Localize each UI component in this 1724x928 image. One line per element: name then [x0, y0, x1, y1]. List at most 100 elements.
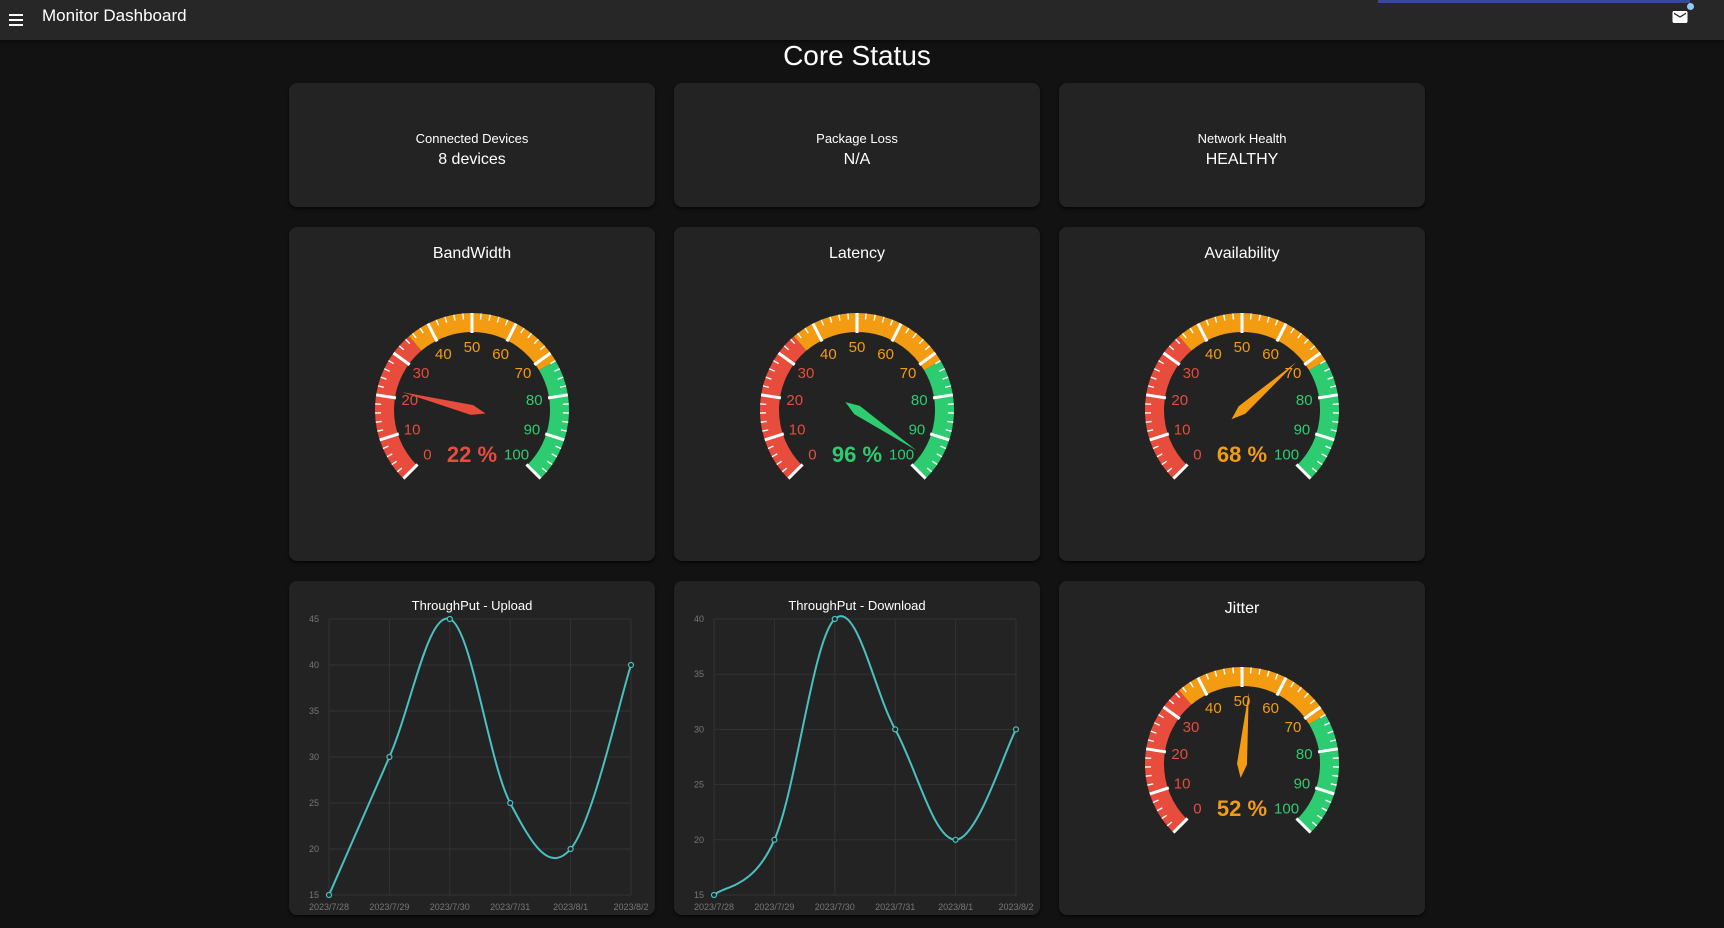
data-point[interactable] [831, 615, 838, 623]
gauge-minor-tick [765, 376, 772, 380]
gauge-minor-tick [939, 368, 946, 372]
data-point[interactable] [627, 661, 635, 669]
gauge-minor-tick [1330, 429, 1337, 432]
gauge-major-tick [533, 351, 552, 366]
gauge-major-tick [1196, 322, 1209, 343]
gauge-minor-tick [1156, 453, 1163, 458]
data-point[interactable] [446, 615, 453, 623]
availability-card: Availability 0 10 20 30 40 50 60 70 80 90 100 68 % [1059, 227, 1425, 561]
gauge-minor-tick [1168, 345, 1175, 351]
gauge-title: BandWidth [432, 245, 512, 262]
data-point[interactable] [710, 891, 718, 899]
gauge-minor-tick [411, 332, 417, 339]
gauge-minor-tick [444, 316, 448, 323]
y-tick-label: 30 [694, 724, 704, 734]
gauge-major-tick [1145, 747, 1167, 754]
gauge-scale-label: 20 [1171, 392, 1188, 409]
gauge-minor-tick [1332, 420, 1339, 423]
stat-value: HEALTHY [1205, 151, 1279, 168]
x-tick-label: 2023/7/30 [815, 902, 855, 912]
gauge-scale-label: 0 [423, 447, 431, 464]
gauge-minor-tick [881, 316, 885, 323]
gauge-scale-label: 70 [515, 365, 532, 382]
gauge-minor-tick [1297, 686, 1303, 693]
data-point[interactable] [771, 836, 778, 843]
gauge-major-tick [1145, 393, 1167, 400]
page-title: Core Status [783, 40, 931, 71]
gauge-minor-tick [790, 338, 796, 345]
gauge-minor-tick [1324, 368, 1331, 372]
gauge-major-tick [1295, 463, 1312, 480]
y-tick-label: 15 [309, 890, 319, 900]
gauge-minor-tick [771, 453, 778, 458]
gauge-minor-tick [1153, 722, 1160, 726]
network-health-card: Network Health HEALTHY [1059, 83, 1425, 207]
series-line [713, 615, 1017, 896]
gauge-scale-label: 40 [820, 346, 837, 363]
gauge-minor-tick [549, 360, 556, 365]
app-title: Monitor Dashboard [42, 6, 187, 25]
gauge-major-tick [1314, 786, 1335, 796]
connected-devices-card: Connected Devices 8 devices [289, 83, 655, 207]
mail-icon[interactable] [1671, 8, 1689, 26]
gauge-minor-tick [462, 313, 465, 320]
gauge-minor-tick [1156, 807, 1163, 812]
gauge-scale-label: 90 [1294, 421, 1311, 438]
gauge-zone-arc [375, 336, 422, 479]
gauge-scale-label: 60 [492, 346, 509, 363]
gauge-minor-tick [1316, 460, 1323, 466]
data-point[interactable] [892, 726, 899, 733]
data-point[interactable] [507, 799, 514, 807]
y-tick-label: 35 [309, 706, 319, 716]
y-tick-label: 25 [309, 798, 319, 808]
gauge-major-tick [1172, 817, 1189, 834]
availability-gauge: 010 20 30 40 50 60 70 80 90 100 68 % [1145, 313, 1339, 480]
gauge-scale-label: 10 [1174, 775, 1191, 792]
data-point[interactable] [1012, 726, 1020, 733]
gauge-minor-tick [1258, 314, 1261, 321]
chart-title: ThroughPut - Download [788, 598, 926, 613]
gauge-scale-label: 10 [789, 421, 806, 438]
gauge-zone-arc [1296, 360, 1339, 479]
menu-icon[interactable] [6, 7, 32, 33]
gauge-minor-tick [1274, 673, 1279, 680]
gauge-minor-tick [1214, 316, 1218, 323]
y-tick-label: 40 [694, 614, 704, 624]
gauge-title: Latency [828, 245, 886, 262]
gauge-minor-tick [926, 467, 933, 473]
data-point[interactable] [325, 891, 333, 899]
gauge-minor-tick [1325, 799, 1332, 804]
gauge-minor-tick [918, 338, 924, 345]
gauge-minor-tick [1147, 739, 1155, 743]
gauge-minor-tick [936, 453, 943, 458]
gauge-scale-label: 10 [1174, 421, 1191, 438]
gauge-zone-arc [1145, 336, 1192, 479]
gauge-minor-tick [1161, 460, 1168, 466]
x-tick-label: 2023/8/2 [613, 902, 648, 912]
series-line [328, 617, 632, 896]
gauge-minor-tick [1168, 699, 1175, 705]
gauge-minor-tick [380, 376, 387, 380]
gauge-scale-label: 100 [1274, 801, 1299, 818]
gauge-minor-tick [1290, 327, 1295, 334]
gauge-major-tick [1149, 432, 1170, 442]
throughput-download-chart: 15 20 25 30 35 40 2023/7/28 2023/7/29 2023/7/30 2… [694, 614, 1034, 912]
y-tick-label: 30 [309, 752, 319, 762]
gauge-minor-tick [1189, 681, 1194, 688]
data-point[interactable] [386, 753, 393, 761]
gauge-minor-tick [767, 445, 774, 450]
gauge-scale-label: 60 [1262, 346, 1279, 363]
gauge-zone-arc [760, 336, 807, 479]
x-tick-label: 2023/7/30 [430, 902, 470, 912]
gauge-minor-tick [386, 453, 393, 458]
gauge-scale-label: 0 [1193, 801, 1201, 818]
gauge-scale-label: 0 [808, 447, 816, 464]
data-point[interactable] [952, 836, 959, 843]
gauge-minor-tick [776, 460, 783, 466]
gauge-major-tick [544, 432, 565, 442]
gauge-minor-tick [1319, 360, 1326, 365]
data-point[interactable] [567, 845, 574, 853]
gauge-minor-tick [1175, 692, 1181, 699]
package-loss-card: Package Loss N/A [674, 83, 1040, 207]
y-tick-label: 20 [694, 835, 704, 845]
